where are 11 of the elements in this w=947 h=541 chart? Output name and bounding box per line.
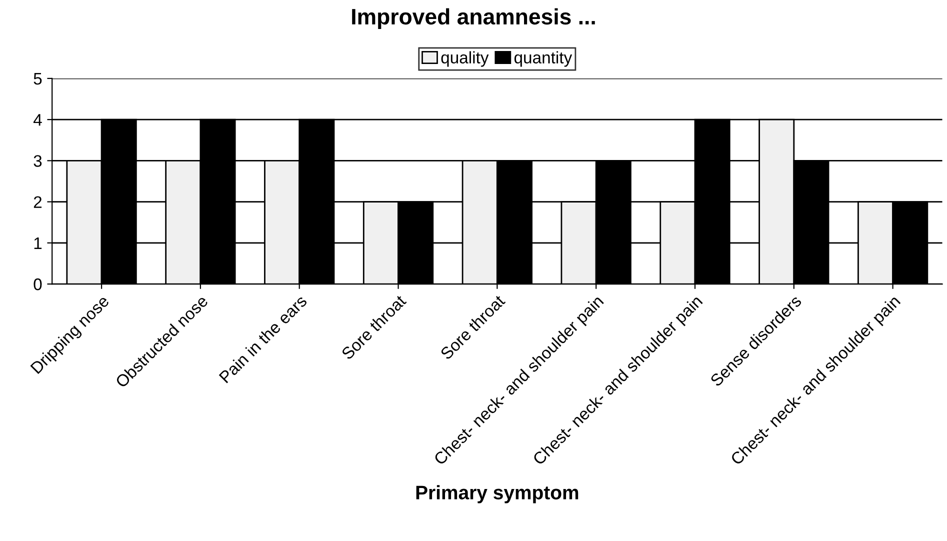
y-tick-label: 3 — [34, 155, 42, 167]
y-tick-label: 2 — [34, 196, 42, 208]
chart-title: Improved anamnesis ... — [352, 8, 595, 29]
x-tick-label: Pain in the ears — [218, 294, 308, 384]
x-axis-title: Primary symptom — [416, 485, 578, 504]
y-tick-label: 4 — [33, 114, 42, 126]
y-tick-label: 1 — [34, 237, 42, 249]
legend-label: quantity — [514, 51, 572, 67]
y-tick-label: 5 — [34, 73, 42, 85]
y-tick-label: 0 — [34, 278, 42, 290]
legend-label: quality — [441, 51, 489, 67]
